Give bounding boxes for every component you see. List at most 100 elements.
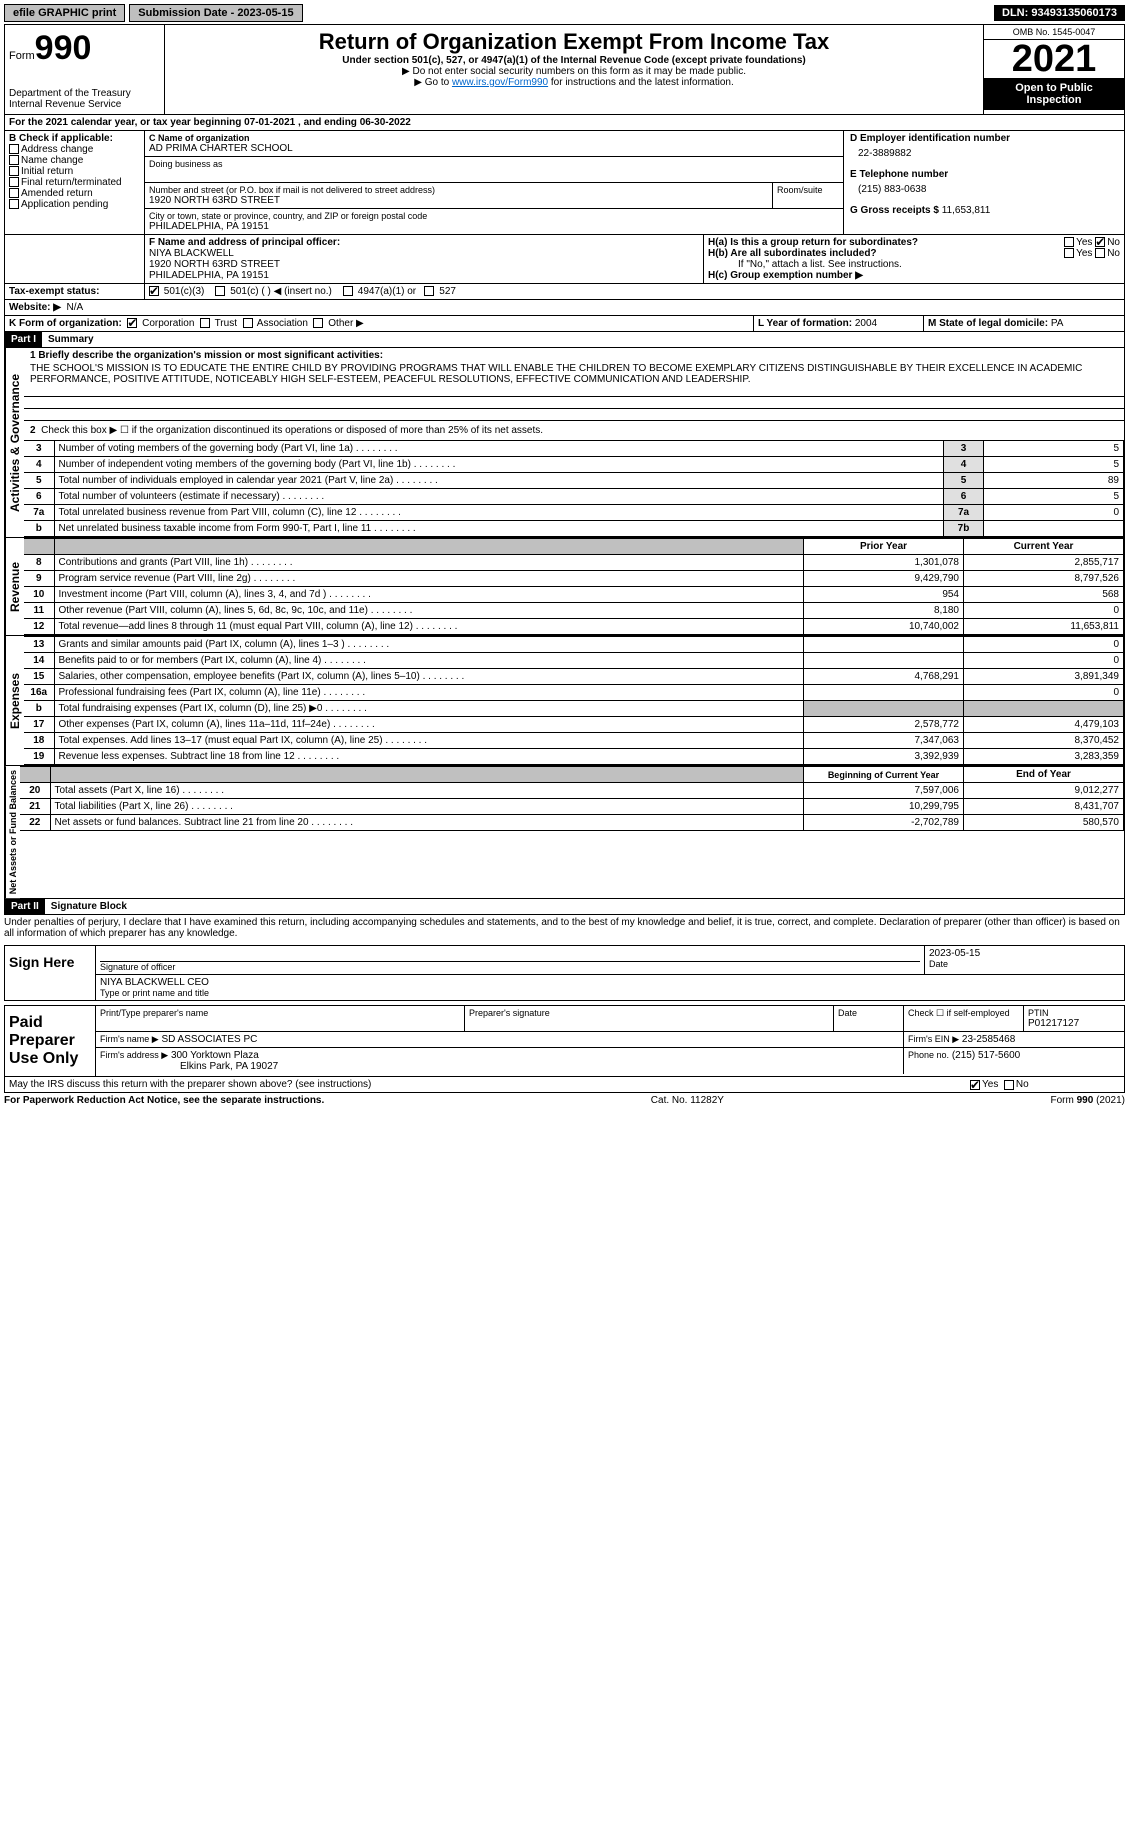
form-label: Form990: [9, 29, 160, 68]
ssn-note: ▶ Do not enter social security numbers o…: [169, 66, 979, 77]
hb-yes: Yes: [1076, 248, 1092, 259]
table-row: 18 Total expenses. Add lines 13–17 (must…: [24, 733, 1124, 749]
phone-value: (215) 883-0638: [858, 184, 1118, 195]
line-klm: K Form of organization: Corporation Trus…: [4, 316, 1125, 332]
i-501c3: 501(c)(3): [164, 286, 205, 297]
b-opt-4: Amended return: [21, 188, 93, 199]
part1-title: Summary: [42, 332, 100, 347]
i-501c: 501(c) ( ) ◀ (insert no.): [230, 286, 332, 297]
table-row: 17 Other expenses (Part IX, column (A), …: [24, 717, 1124, 733]
year-box: OMB No. 1545-0047 2021 Open to Public In…: [984, 25, 1124, 110]
blank-line-2: [24, 397, 1124, 409]
sign-here-block: Sign Here Signature of officer 2023-05-1…: [4, 945, 1125, 1001]
line-i: Tax-exempt status: 501(c)(3) 501(c) ( ) …: [4, 284, 1125, 300]
table-row: b Total fundraising expenses (Part IX, c…: [24, 701, 1124, 717]
type-name-label: Type or print name and title: [100, 988, 1120, 998]
revenue-block: Revenue Prior Year Current Year8 Contrib…: [4, 538, 1125, 636]
prep-name-label: Print/Type preparer's name: [96, 1006, 465, 1031]
table-row: 4 Number of independent voting members o…: [24, 457, 1124, 473]
table-row: 19 Revenue less expenses. Subtract line …: [24, 749, 1124, 765]
b-opt-initial: Initial return: [9, 166, 140, 177]
d-label: D Employer identification number: [850, 133, 1118, 144]
sig-date-value: 2023-05-15: [929, 948, 1120, 959]
dba-label: Doing business as: [149, 159, 839, 169]
k-other: Other ▶: [328, 318, 363, 329]
table-row: Prior Year Current Year: [24, 539, 1124, 555]
i-label: Tax-exempt status:: [5, 284, 145, 299]
ein-value: 22-3889882: [858, 148, 1118, 159]
table-row: 12 Total revenue—add lines 8 through 11 …: [24, 619, 1124, 635]
footer-mid: Cat. No. 11282Y: [651, 1095, 724, 1106]
b-opt-5: Application pending: [21, 199, 108, 210]
tab-expenses: Expenses: [5, 636, 24, 765]
m-value: PA: [1051, 318, 1064, 329]
table-row: 7a Total unrelated business revenue from…: [24, 505, 1124, 521]
expenses-block: Expenses 13 Grants and similar amounts p…: [4, 636, 1125, 766]
firm-ein-label: Firm's EIN ▶: [908, 1034, 959, 1044]
firm-addr1: 300 Yorktown Plaza: [171, 1050, 259, 1061]
page-footer: For Paperwork Reduction Act Notice, see …: [4, 1095, 1125, 1106]
b-label: B Check if applicable:: [9, 133, 140, 144]
discuss-no: No: [1016, 1079, 1029, 1090]
revenue-table: Prior Year Current Year8 Contributions a…: [24, 538, 1124, 635]
top-bar: efile GRAPHIC print Submission Date - 20…: [4, 4, 1125, 22]
b-opt-name: Name change: [9, 155, 140, 166]
c-label: C Name of organization: [149, 133, 839, 143]
hb-note: If "No," attach a list. See instructions…: [708, 259, 1120, 270]
table-row: 14 Benefits paid to or for members (Part…: [24, 653, 1124, 669]
city-value: PHILADELPHIA, PA 19151: [149, 221, 839, 232]
city-label: City or town, state or province, country…: [149, 211, 839, 221]
ha-no: No: [1107, 237, 1120, 248]
table-row: 21 Total liabilities (Part X, line 26) 1…: [20, 799, 1124, 815]
part1-label: Part I: [5, 332, 42, 347]
tab-governance: Activities & Governance: [5, 348, 24, 537]
table-row: 20 Total assets (Part X, line 16) 7,597,…: [20, 783, 1124, 799]
table-row: 13 Grants and similar amounts paid (Part…: [24, 637, 1124, 653]
mission-text: THE SCHOOL'S MISSION IS TO EDUCATE THE E…: [24, 363, 1124, 385]
governance-table: 3 Number of voting members of the govern…: [24, 440, 1124, 537]
table-row: 8 Contributions and grants (Part VIII, l…: [24, 555, 1124, 571]
firm-ein-value: 23-2585468: [962, 1034, 1015, 1045]
ha-yes: Yes: [1076, 237, 1092, 248]
penalty-text: Under penalties of perjury, I declare th…: [4, 915, 1125, 941]
check-self: Check ☐ if self-employed: [904, 1006, 1024, 1031]
table-row: 3 Number of voting members of the govern…: [24, 441, 1124, 457]
open-to-public: Open to Public Inspection: [984, 78, 1124, 110]
table-row: 6 Total number of volunteers (estimate i…: [24, 489, 1124, 505]
paid-preparer-block: Paid Preparer Use Only Print/Type prepar…: [4, 1005, 1125, 1077]
irs-link[interactable]: www.irs.gov/Form990: [452, 77, 548, 88]
hc-label: H(c) Group exemption number ▶: [708, 270, 1120, 281]
paid-preparer-label: Paid Preparer Use Only: [5, 1006, 95, 1076]
room-label: Room/suite: [773, 183, 843, 208]
part1-body: Activities & Governance 1 Briefly descri…: [4, 348, 1125, 538]
l-label: L Year of formation:: [758, 318, 852, 329]
g-label: G Gross receipts $: [850, 205, 939, 216]
table-row: 5 Total number of individuals employed i…: [24, 473, 1124, 489]
officer-name: NIYA BLACKWELL: [149, 248, 699, 259]
discuss-line: May the IRS discuss this return with the…: [4, 1077, 1125, 1093]
officer-printed: NIYA BLACKWELL CEO: [100, 977, 1120, 988]
table-row: 22 Net assets or fund balances. Subtract…: [20, 815, 1124, 831]
org-info-block: B Check if applicable: Address change Na…: [4, 131, 1125, 235]
k-trust: Trust: [215, 318, 237, 329]
i-4947: 4947(a)(1) or: [358, 286, 416, 297]
footer-left: For Paperwork Reduction Act Notice, see …: [4, 1095, 324, 1106]
b-opt-amended: Amended return: [9, 188, 140, 199]
table-row: 16a Professional fundraising fees (Part …: [24, 685, 1124, 701]
tab-revenue: Revenue: [5, 538, 24, 635]
footer-right: Form 990 (2021): [1051, 1095, 1126, 1106]
firm-name-label: Firm's name ▶: [100, 1034, 159, 1044]
tax-year: 2021: [984, 40, 1124, 78]
k-assoc: Association: [257, 318, 308, 329]
org-name: AD PRIMA CHARTER SCHOOL: [149, 143, 839, 154]
i-527: 527: [439, 286, 456, 297]
f-label: F Name and address of principal officer:: [149, 237, 699, 248]
officer-addr1: 1920 NORTH 63RD STREET: [149, 259, 699, 270]
hb-label: H(b) Are all subordinates included?: [708, 248, 877, 259]
b-opt-2: Initial return: [21, 166, 73, 177]
officer-addr2: PHILADELPHIA, PA 19151: [149, 270, 699, 281]
firm-name-value: SD ASSOCIATES PC: [161, 1034, 257, 1045]
prep-phone-label: Phone no.: [908, 1050, 949, 1060]
goto-pre: ▶ Go to: [414, 77, 452, 88]
b-opt-final: Final return/terminated: [9, 177, 140, 188]
